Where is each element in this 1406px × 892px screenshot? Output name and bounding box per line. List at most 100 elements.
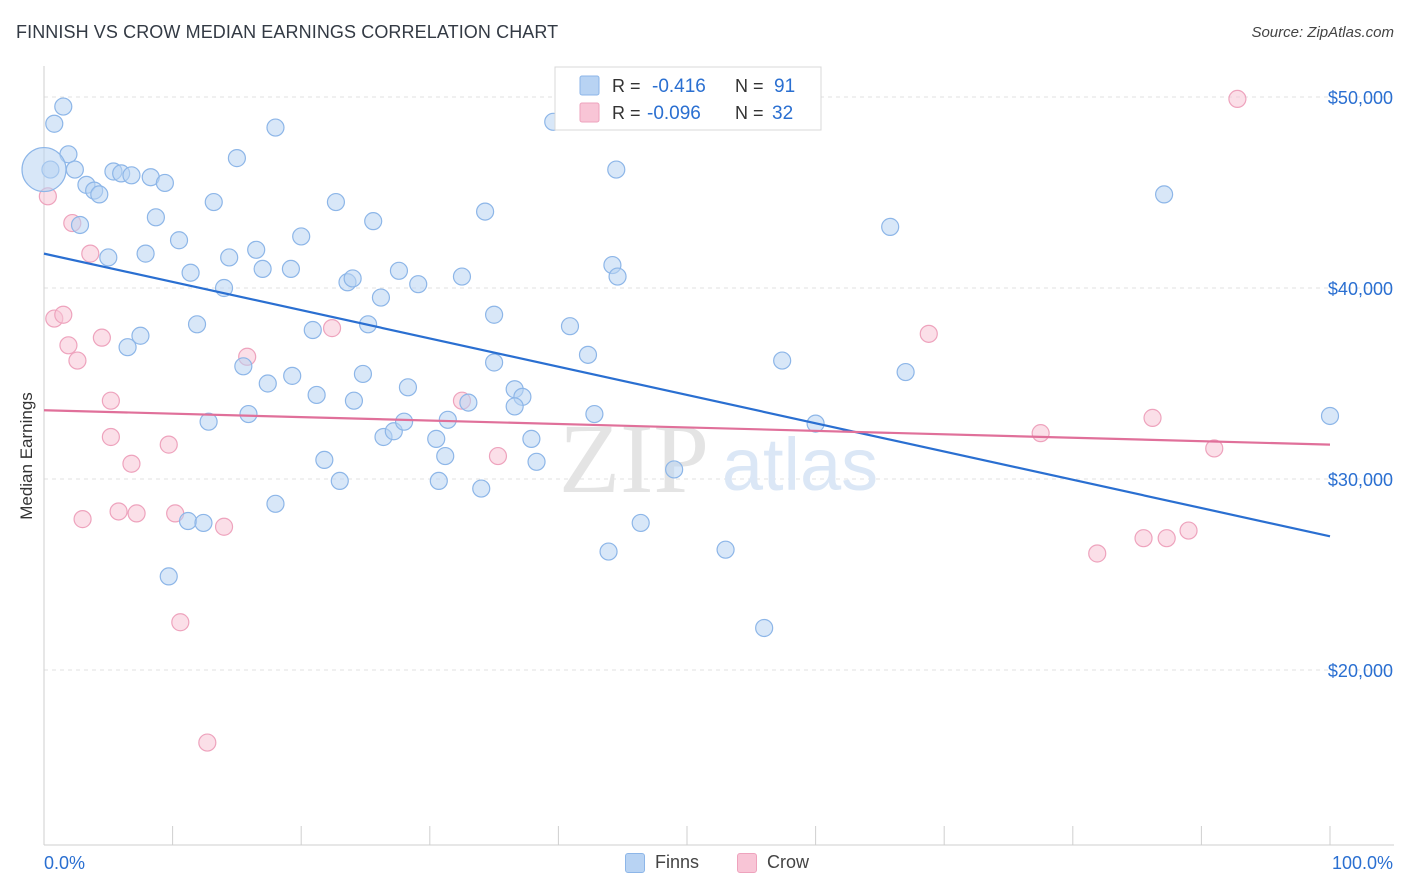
source-credit: Source: ZipAtlas.com — [1251, 24, 1394, 41]
finns-point — [54, 97, 73, 116]
crow-point — [122, 454, 141, 473]
finns-point — [394, 412, 414, 431]
legend-n-value-finns: 91 — [774, 76, 795, 97]
finns-point — [881, 217, 900, 236]
finns-point — [427, 429, 446, 448]
finns-point — [485, 353, 504, 372]
finns-point — [146, 208, 165, 227]
axes — [43, 66, 1394, 846]
finns-point — [1320, 406, 1340, 426]
finns-point — [896, 362, 915, 382]
watermark: ZIP atlas — [559, 403, 878, 514]
y-tick-label: $30,000 — [1328, 470, 1393, 490]
finns-point — [389, 261, 409, 280]
finns-point — [578, 345, 598, 364]
finns-point — [485, 305, 504, 324]
finns-point — [70, 215, 90, 235]
crow-point — [101, 391, 120, 410]
crow-point — [127, 504, 146, 523]
finns-point — [234, 357, 253, 376]
finns-point — [155, 173, 174, 193]
finns-point — [505, 397, 524, 416]
finns-point — [266, 118, 285, 137]
crow-point — [81, 244, 100, 263]
finns-point — [452, 267, 472, 286]
finns-point — [131, 326, 150, 345]
finns-point — [409, 275, 428, 294]
finns-point — [118, 338, 137, 357]
finns-point — [1155, 185, 1174, 204]
y-tick-label: $40,000 — [1328, 279, 1393, 299]
finns-point — [585, 404, 604, 424]
crow-point — [1143, 408, 1162, 427]
finns-point — [773, 351, 792, 370]
finns-point — [204, 192, 223, 212]
grid-lines — [44, 96, 1394, 671]
finns-point — [99, 248, 118, 267]
finns-point — [716, 540, 735, 559]
legend-swatch-crow-bottom — [737, 852, 757, 873]
finns-point — [398, 378, 418, 397]
legend-r-value-finns: -0.416 — [652, 76, 706, 97]
finns-point — [608, 267, 627, 286]
crow-point — [1228, 89, 1247, 109]
finns-point — [371, 288, 391, 307]
finns-point — [522, 429, 541, 448]
finns-point — [281, 259, 301, 278]
finns-point — [194, 513, 213, 533]
legend-n-label-finns: N = — [735, 76, 764, 96]
legend-item-finns: Finns — [625, 852, 699, 873]
crow-point — [92, 328, 111, 347]
finns-point — [330, 471, 349, 491]
finns-point — [344, 391, 364, 410]
crow-point — [159, 435, 178, 454]
crow-point — [919, 324, 938, 343]
crow-point — [59, 336, 78, 355]
finns-point — [178, 511, 198, 531]
crow-point — [1031, 424, 1050, 443]
crow-point — [73, 510, 92, 529]
finns-point — [315, 450, 334, 469]
finns-point — [187, 315, 207, 334]
crow-point — [101, 427, 120, 447]
finns-point — [326, 192, 346, 212]
watermark-atlas: atlas — [722, 423, 878, 506]
finns-point — [560, 317, 580, 336]
legend-label-finns: Finns — [655, 852, 700, 872]
finns-point — [665, 460, 684, 479]
finns-point — [227, 149, 246, 168]
finns-point — [247, 240, 266, 259]
crow-point — [1134, 529, 1153, 548]
chart-title: FINNISH VS CROW MEDIAN EARNINGS CORRELAT… — [16, 22, 559, 42]
x-tick-label-left: 0.0% — [44, 853, 85, 873]
finns-point — [527, 452, 546, 471]
crow-point — [1088, 544, 1107, 563]
finns-point — [292, 227, 311, 246]
crow-trend-line — [43, 409, 1331, 446]
finns-point — [436, 446, 455, 466]
legend-r-value-crow: -0.096 — [647, 103, 701, 124]
finns-point — [459, 393, 478, 412]
finns-point — [599, 542, 618, 561]
y-tick-labels: $20,000 $30,000 $40,000 $50,000 — [1328, 88, 1393, 681]
finns-point — [283, 366, 302, 385]
finns-point — [136, 244, 155, 263]
legend-item-crow: Crow — [737, 852, 809, 873]
legend-swatch-finns — [579, 75, 600, 96]
finns-point — [169, 231, 189, 250]
finns-point — [303, 320, 322, 340]
legend-swatch-crow — [579, 102, 600, 123]
legend-r-label-crow: R = — [612, 103, 641, 123]
y-tick-label: $50,000 — [1328, 88, 1393, 108]
finns-point — [429, 471, 448, 491]
finns-point — [239, 404, 258, 424]
finns-point — [755, 618, 774, 638]
finns-point — [307, 385, 326, 405]
finns-point — [45, 114, 64, 133]
legend-label-crow: Crow — [767, 852, 810, 872]
legend-n-label-crow: N = — [735, 103, 764, 123]
finns-point — [220, 248, 239, 267]
crow-point — [214, 517, 234, 536]
finns-point — [90, 185, 109, 204]
